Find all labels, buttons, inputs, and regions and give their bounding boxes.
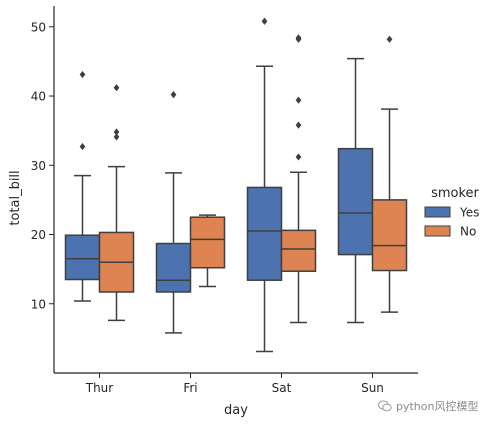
box-iqr: [155, 242, 192, 293]
outlier-point: [113, 128, 120, 136]
box-iqr: [189, 216, 226, 269]
outlier-point: [295, 34, 302, 42]
legend-label: No: [460, 225, 476, 239]
outlier-point: [113, 84, 120, 92]
legend: smoker Yes No: [424, 186, 480, 239]
box-yes-thur: [64, 70, 101, 302]
y-tick-label: 50: [31, 20, 46, 34]
box-iqr: [337, 147, 374, 256]
wechat-icon: [378, 400, 392, 412]
x-tick-label: Sat: [272, 381, 292, 395]
box-iqr: [246, 186, 283, 281]
boxes: [64, 17, 408, 353]
x-tick-label: Sun: [361, 381, 384, 395]
outlier-point: [79, 142, 86, 151]
box-iqr: [280, 229, 317, 272]
outlier-point: [295, 153, 302, 161]
y-axis-label: total_bill: [8, 170, 23, 225]
outlier-point: [113, 133, 120, 141]
box-yes-sat: [246, 17, 283, 353]
box-no-sun: [371, 35, 408, 313]
legend-title: smoker: [431, 186, 479, 201]
outlier-point: [261, 17, 268, 25]
y-tick-label: 20: [31, 228, 46, 242]
outlier-point: [386, 35, 393, 43]
outlier-point: [170, 91, 177, 99]
watermark-text: python风控模型: [396, 400, 479, 413]
box-iqr: [371, 199, 408, 272]
outlier-point: [79, 70, 86, 79]
box-no-sat: [280, 34, 317, 324]
box-no-thur: [98, 84, 135, 322]
box-yes-fri: [155, 91, 192, 334]
box-yes-sun: [337, 57, 374, 324]
outlier-point: [295, 96, 302, 104]
axes: 10 20 30 40 50 Thur Fri Sat Sun: [31, 6, 418, 395]
legend-label: Yes: [459, 206, 479, 220]
x-tick-label: Fri: [183, 381, 197, 395]
y-tick-label: 30: [31, 159, 46, 173]
box-no-fri: [189, 214, 226, 288]
legend-swatch: [424, 206, 451, 218]
legend-swatch: [424, 225, 451, 237]
y-tick-label: 10: [31, 297, 46, 311]
y-tick-label: 40: [31, 90, 46, 104]
watermark: python风控模型: [378, 398, 478, 414]
box-iqr: [64, 234, 101, 281]
x-axis-label: day: [224, 403, 248, 418]
outlier-point: [295, 121, 302, 129]
x-tick-label: Thur: [85, 381, 114, 395]
